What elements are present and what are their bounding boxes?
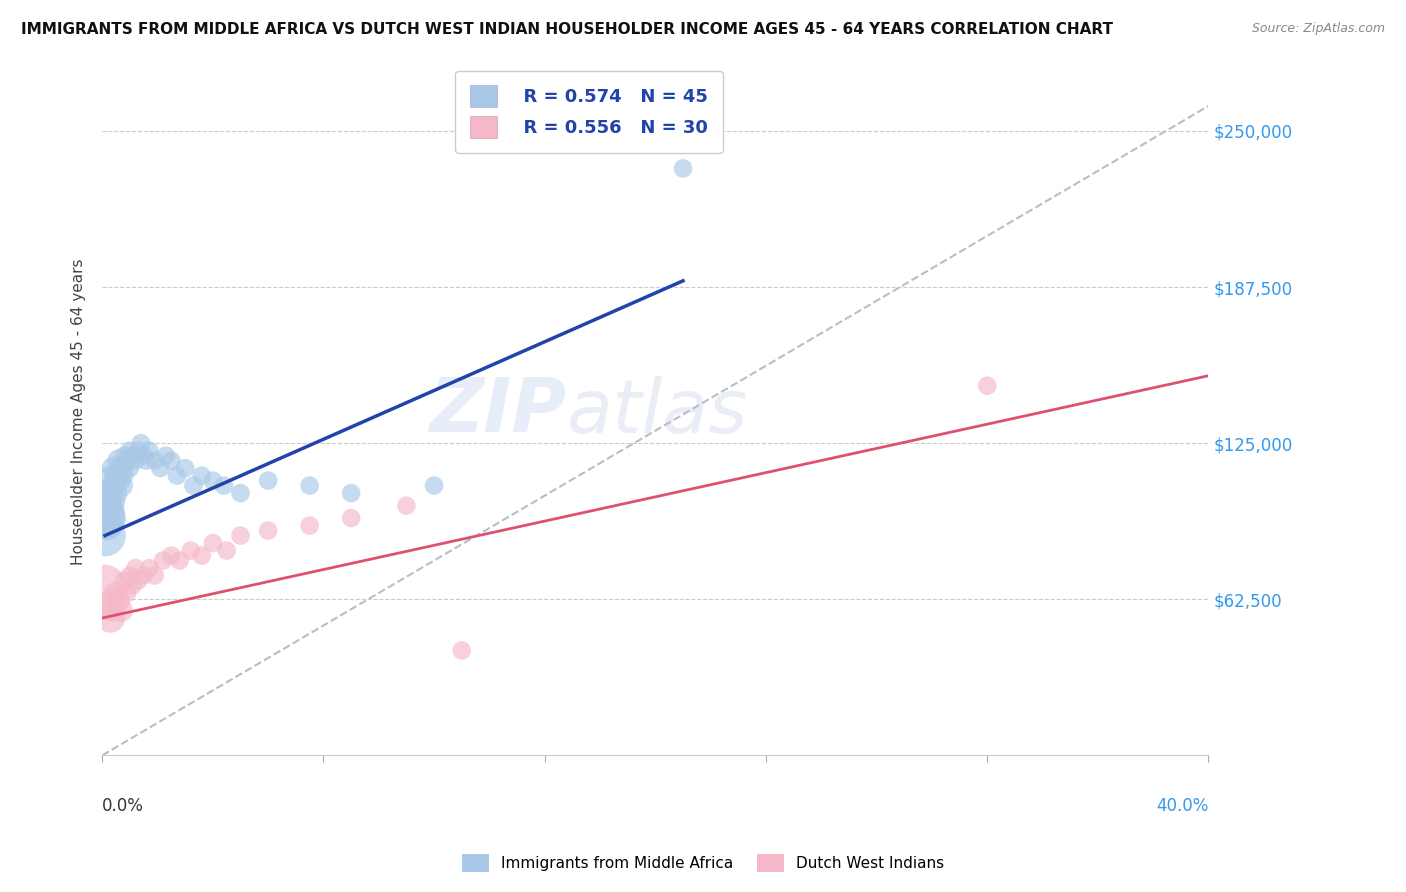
Point (166, 468, 188, 483)
Point (118, 461, 141, 475)
Point (94, 578, 117, 592)
Point (105, 468, 128, 483)
Y-axis label: Householder Income Ages 45 - 64 years: Householder Income Ages 45 - 64 years (72, 259, 86, 566)
Point (191, 549, 214, 563)
Point (118, 443, 141, 458)
Point (97, 599, 120, 613)
Point (340, 511, 363, 525)
Point (423, 478, 446, 492)
Point (112, 574, 135, 588)
Point (257, 524, 280, 538)
Point (138, 561, 160, 575)
Point (110, 461, 132, 475)
Point (672, 161, 695, 176)
Point (94, 511, 117, 525)
Point (121, 449, 143, 463)
Point (97, 499, 120, 513)
Point (112, 468, 135, 483)
Point (976, 378, 998, 392)
Point (183, 478, 205, 492)
Point (107, 593, 129, 607)
Point (105, 586, 128, 600)
Point (103, 603, 125, 617)
Point (135, 453, 157, 467)
Point (160, 453, 183, 467)
Point (110, 478, 132, 492)
Point (100, 493, 122, 508)
Text: ZIP: ZIP (430, 376, 567, 449)
Point (149, 461, 172, 475)
Point (100, 611, 122, 625)
Point (127, 443, 149, 458)
Point (180, 543, 202, 558)
Text: Source: ZipAtlas.com: Source: ZipAtlas.com (1251, 22, 1385, 36)
Point (100, 474, 122, 488)
Point (97, 486, 120, 500)
Point (112, 449, 135, 463)
Point (395, 499, 418, 513)
Point (152, 553, 174, 567)
Point (229, 486, 252, 500)
Point (115, 453, 138, 467)
Point (340, 486, 363, 500)
Point (298, 518, 321, 533)
Point (100, 511, 122, 525)
Point (118, 568, 141, 582)
Point (105, 486, 128, 500)
Point (191, 468, 214, 483)
Point (212, 478, 235, 492)
Point (450, 643, 472, 657)
Point (97, 518, 120, 533)
Point (201, 536, 224, 550)
Point (138, 443, 160, 458)
Point (257, 474, 280, 488)
Point (103, 503, 125, 517)
Point (155, 449, 177, 463)
Point (215, 543, 238, 558)
Point (143, 568, 166, 582)
Point (169, 553, 191, 567)
Point (124, 453, 146, 467)
Point (110, 603, 132, 617)
Point (103, 461, 125, 475)
Point (160, 549, 183, 563)
Point (132, 568, 155, 582)
Point (127, 574, 149, 588)
Text: atlas: atlas (567, 376, 748, 448)
Point (298, 478, 321, 492)
Point (124, 561, 146, 575)
Legend: Immigrants from Middle Africa, Dutch West Indians: Immigrants from Middle Africa, Dutch Wes… (454, 846, 952, 880)
Point (174, 461, 197, 475)
Point (107, 474, 129, 488)
Point (107, 453, 129, 467)
Text: 40.0%: 40.0% (1156, 797, 1209, 814)
Point (115, 586, 138, 600)
Point (201, 474, 224, 488)
Point (132, 449, 155, 463)
Point (103, 478, 125, 492)
Point (143, 453, 166, 467)
Point (229, 528, 252, 542)
Point (94, 528, 117, 542)
Point (121, 578, 143, 592)
Legend:   R = 0.574   N = 45,   R = 0.556   N = 30: R = 0.574 N = 45, R = 0.556 N = 30 (456, 70, 723, 153)
Text: 0.0%: 0.0% (103, 797, 143, 814)
Text: IMMIGRANTS FROM MIDDLE AFRICA VS DUTCH WEST INDIAN HOUSEHOLDER INCOME AGES 45 - : IMMIGRANTS FROM MIDDLE AFRICA VS DUTCH W… (21, 22, 1114, 37)
Point (129, 436, 152, 450)
